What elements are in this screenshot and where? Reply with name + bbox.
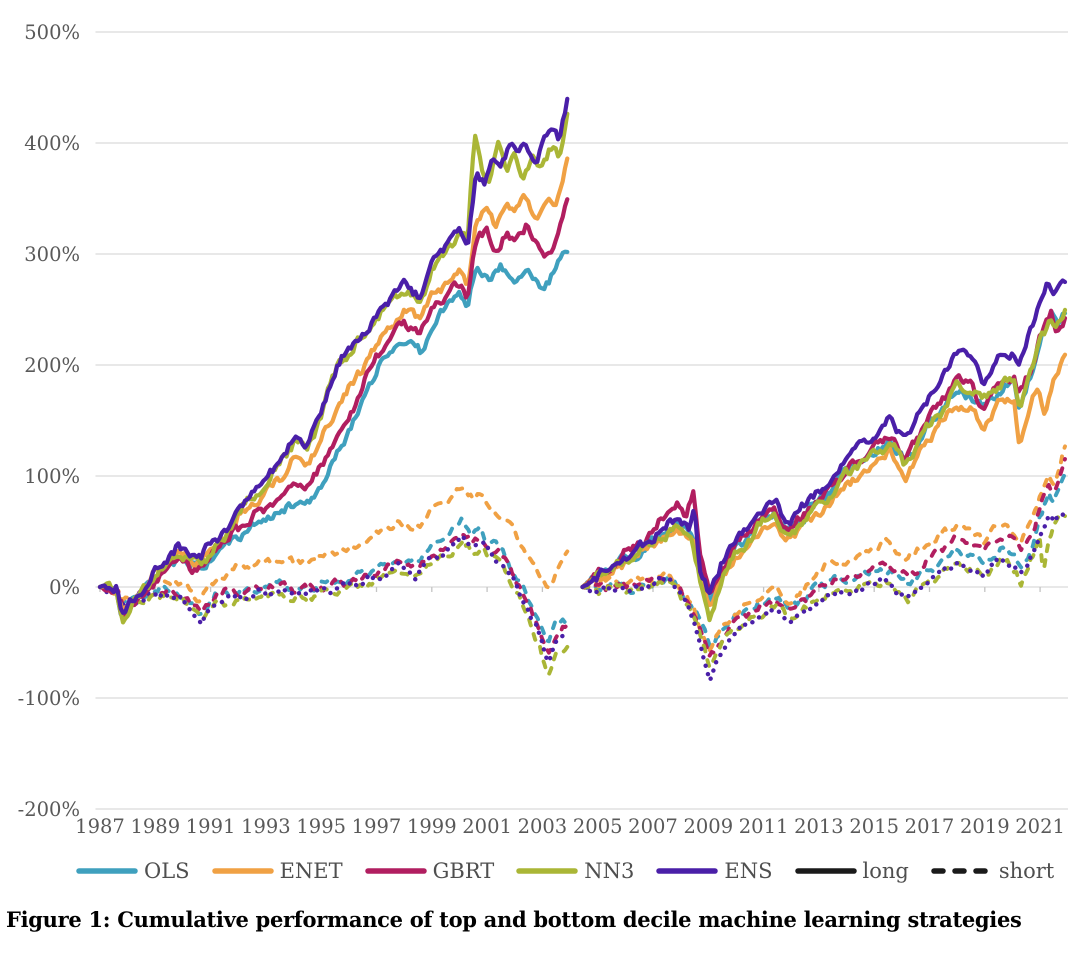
x-tick-label: 1999: [407, 815, 457, 838]
x-tick-label: 2019: [960, 815, 1010, 838]
legend-item-ENS: ENS: [656, 859, 773, 883]
x-tick-label: 2013: [794, 815, 844, 838]
series-enet-long: [97, 156, 570, 613]
legend-item-long: long: [794, 859, 909, 883]
series-nn3-short: [98, 537, 570, 677]
legend-swatch-OLS: [76, 868, 138, 874]
chart-legend: OLS ENET GBRT NN3 ENS long short: [76, 859, 1080, 883]
x-tick-label: 1993: [241, 815, 291, 838]
series-enet-short: [98, 486, 570, 604]
y-tick-label: 100%: [24, 465, 80, 488]
series-nn3-long: [580, 307, 1068, 623]
legend-label: ENET: [279, 859, 343, 883]
x-tick-label: 2017: [905, 815, 955, 838]
x-tick-label: 2015: [849, 815, 899, 838]
series-nn3-long: [97, 111, 570, 625]
x-tick-label: 2021: [1015, 815, 1065, 838]
legend-label: ENS: [724, 859, 773, 883]
legend-swatch-GBRT: [364, 868, 427, 874]
legend-swatch-long: [794, 868, 857, 874]
y-tick-label: -200%: [18, 798, 80, 821]
x-tick-label: 2011: [739, 815, 789, 838]
x-tick-label: 1991: [186, 815, 236, 838]
x-tick-label: 1989: [130, 815, 180, 838]
y-tick-label: 400%: [24, 132, 80, 155]
series-ens-long: [580, 278, 1068, 595]
y-tick-label: 300%: [24, 243, 80, 266]
performance-chart: 500% 400% 300% 200% 100% 0% -100% -200%1987 1989…: [18, 21, 1068, 838]
x-tick-label: 2003: [518, 815, 568, 838]
series-ens-long: [97, 96, 570, 615]
x-tick-label: 1995: [296, 815, 346, 838]
y-tick-label: -100%: [18, 687, 80, 710]
legend-item-short: short: [931, 859, 1054, 883]
legend-label: OLS: [144, 859, 190, 883]
legend-item-OLS: OLS: [76, 859, 190, 883]
x-tick-label: 1997: [352, 815, 402, 838]
legend-label: long: [862, 859, 909, 883]
x-tick-label: 2007: [628, 815, 678, 838]
legend-item-ENET: ENET: [211, 859, 343, 883]
x-tick-label: 1987: [75, 815, 125, 838]
series-ens-short: [580, 510, 1068, 683]
x-tick-label: 2005: [573, 815, 623, 838]
x-tick-label: 2001: [462, 815, 512, 838]
y-tick-label: 0%: [49, 576, 80, 599]
legend-swatch-short: [931, 868, 993, 874]
legend-label: short: [998, 859, 1055, 883]
legend-item-GBRT: GBRT: [364, 859, 495, 883]
series-gbrt-long: [97, 197, 570, 622]
y-tick-label: 200%: [24, 354, 80, 377]
series-gbrt-long: [580, 308, 1068, 595]
series-enet-short: [580, 444, 1067, 653]
x-tick-label: 2009: [683, 815, 733, 838]
legend-swatch-ENS: [656, 868, 719, 874]
figure-caption: Figure 1: Cumulative performance of top …: [6, 907, 1022, 932]
legend-label: GBRT: [432, 859, 495, 883]
y-tick-label: 500%: [24, 21, 80, 44]
legend-swatch-ENET: [211, 868, 274, 874]
legend-label: NN3: [584, 859, 635, 883]
legend-swatch-NN3: [516, 868, 579, 874]
legend-item-NN3: NN3: [516, 859, 634, 883]
